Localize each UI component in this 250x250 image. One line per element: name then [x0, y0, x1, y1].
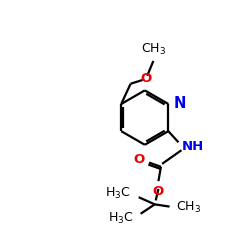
Text: N: N: [174, 96, 186, 112]
Text: H$_3$C: H$_3$C: [105, 186, 131, 201]
Text: O: O: [140, 72, 151, 85]
Text: H$_3$C: H$_3$C: [108, 211, 133, 226]
Text: CH$_3$: CH$_3$: [176, 200, 202, 215]
Text: NH: NH: [182, 140, 204, 153]
Text: O: O: [133, 153, 144, 166]
Text: CH$_3$: CH$_3$: [141, 42, 166, 56]
Text: O: O: [153, 184, 164, 198]
